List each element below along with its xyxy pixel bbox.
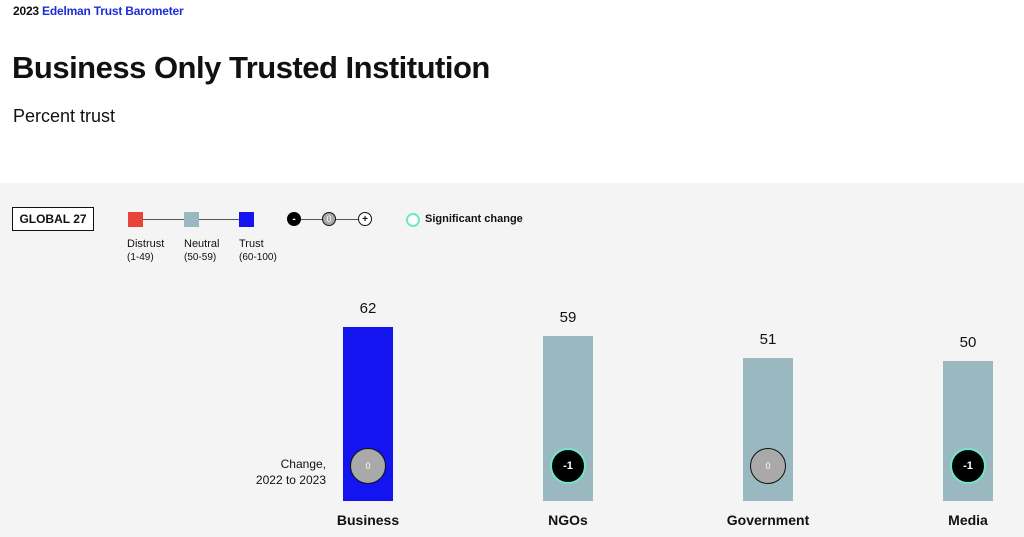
legend-distrust-range: (1-49) bbox=[127, 252, 154, 263]
brand-name: Edelman Trust Barometer bbox=[42, 4, 184, 18]
significant-change-icon bbox=[406, 213, 420, 227]
brand-logo: 2023 Edelman Trust Barometer bbox=[13, 4, 184, 18]
change-badge-media: -1 bbox=[950, 448, 986, 484]
page-title: Business Only Trusted Institution bbox=[12, 50, 490, 85]
report-year: 2023 bbox=[13, 4, 39, 18]
category-label-ngos: NGOs bbox=[548, 512, 588, 528]
significant-change-label: Significant change bbox=[425, 213, 523, 225]
legend-plus-icon: + bbox=[358, 212, 372, 226]
legend-distrust-swatch bbox=[128, 212, 143, 227]
change-badge-government: 0 bbox=[750, 448, 786, 484]
change-caption: Change, 2022 to 2023 bbox=[236, 456, 326, 488]
legend-neutral-swatch bbox=[184, 212, 199, 227]
value-label-government: 51 bbox=[759, 331, 777, 349]
legend-neutral-label: Neutral (50-59) bbox=[184, 238, 220, 263]
category-label-government: Government bbox=[726, 512, 810, 528]
change-badge-business: 0 bbox=[350, 448, 386, 484]
category-label-business: Business bbox=[336, 512, 400, 528]
legend-distrust-label: Distrust (1-49) bbox=[127, 238, 165, 263]
change-caption-line1: Change, bbox=[280, 457, 326, 471]
value-label-ngos: 59 bbox=[559, 308, 577, 326]
legend-minus-icon: - bbox=[287, 212, 301, 226]
value-label-business: 62 bbox=[359, 300, 377, 318]
legend-trust-range: (60-100) bbox=[239, 252, 277, 263]
legend-trust-swatch bbox=[239, 212, 254, 227]
change-badge-ngos: -1 bbox=[550, 448, 586, 484]
legend-zero-icon: 0 bbox=[322, 212, 336, 226]
region-badge: GLOBAL 27 bbox=[12, 207, 94, 231]
chart-panel bbox=[0, 183, 1024, 537]
change-caption-line2: 2022 to 2023 bbox=[255, 473, 326, 487]
page-subtitle: Percent trust bbox=[13, 106, 116, 126]
value-label-media: 50 bbox=[959, 334, 977, 351]
legend-trust-label: Trust (60-100) bbox=[239, 238, 277, 263]
category-label-media: Media bbox=[948, 512, 988, 528]
legend-neutral-range: (50-59) bbox=[184, 252, 217, 263]
